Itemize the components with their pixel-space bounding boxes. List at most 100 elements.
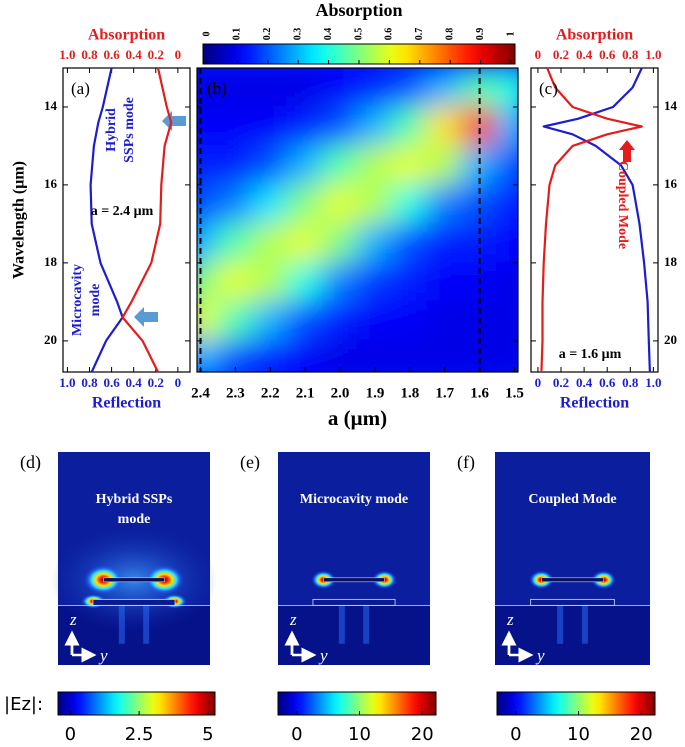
colorbar xyxy=(57,691,216,716)
colorbar-tick-label: 10 xyxy=(348,724,371,745)
heatmap-cell xyxy=(197,183,219,225)
heatmap xyxy=(197,68,518,372)
panel-label: (e) xyxy=(240,452,260,473)
heatmap-cell xyxy=(197,68,219,108)
heatmap-cell xyxy=(321,222,359,264)
heatmap-cell xyxy=(496,105,518,147)
x-axis-title: Reflection xyxy=(92,395,161,412)
heatmap-cell xyxy=(286,339,324,372)
field-title: Coupled Mode xyxy=(528,492,616,507)
heatmap-cell xyxy=(426,68,464,108)
colorbar-tick-label: 2.5 xyxy=(125,724,154,745)
annotation: mode xyxy=(88,284,103,317)
heatmap-cell xyxy=(356,144,394,186)
heatmap-cell xyxy=(426,183,464,225)
heatmap-cell xyxy=(216,261,254,303)
heatmap-cell xyxy=(216,222,254,264)
x2-tick-label: 0.8 xyxy=(622,47,639,62)
heatmap-cell xyxy=(286,68,324,108)
x-tick-label: 2.0 xyxy=(331,385,350,401)
colorbar-tick-label: 0.7 xyxy=(414,28,425,41)
x-tick-label: 1.0 xyxy=(645,375,661,390)
heatmap-cell xyxy=(286,261,324,303)
heatmap-cell xyxy=(426,105,464,147)
heatmap-cell xyxy=(251,339,289,372)
x-tick-label: 2.3 xyxy=(226,385,245,401)
x-tick-label: 0.6 xyxy=(103,375,120,390)
y-tick-label: 16 xyxy=(664,176,678,191)
heatmap-cell xyxy=(216,68,254,108)
x2-tick-label: 0.6 xyxy=(599,47,616,62)
heatmap-cell xyxy=(496,68,518,108)
x2-tick-label: 1.0 xyxy=(59,47,75,62)
heatmap-cell xyxy=(321,300,359,342)
heatmap-cell xyxy=(391,300,429,342)
colorbar-tick-label: 0.8 xyxy=(444,28,455,41)
heatmap-cell xyxy=(496,339,518,372)
field-title: Microcavity mode xyxy=(300,492,408,507)
heatmap-cell xyxy=(321,339,359,372)
heatmap-cell xyxy=(356,68,394,108)
metal-strip xyxy=(323,577,385,583)
colorbar-tick-label: 20 xyxy=(411,724,434,745)
colorbar-tick-label: 0.4 xyxy=(323,28,334,41)
x2-tick-label: 0 xyxy=(535,47,542,62)
heatmap-cell xyxy=(251,261,289,303)
plot-frame xyxy=(196,67,519,373)
x-tick-label: 2.1 xyxy=(296,385,315,401)
heatmap-cell xyxy=(426,261,464,303)
axis-indicator-label: y xyxy=(535,646,545,665)
panel-label: (a) xyxy=(71,79,90,98)
heatmap-cell xyxy=(286,300,324,342)
series-line xyxy=(540,67,643,373)
annotation: Coupled Mode xyxy=(615,161,630,249)
panel-label: (d) xyxy=(20,452,41,473)
x-axis-title: Reflection xyxy=(560,395,629,412)
heatmap-cell xyxy=(461,339,499,372)
y-tick-label: 14 xyxy=(44,98,58,113)
colorbar-tick-label: 0.3 xyxy=(292,28,303,41)
x-tick-label: 0.6 xyxy=(599,375,616,390)
heatmap-cell xyxy=(197,144,219,186)
lower-block xyxy=(530,598,615,606)
field-title: mode xyxy=(118,512,151,527)
field-title: Hybrid SSPs xyxy=(96,492,173,507)
heatmap-cell xyxy=(321,68,359,108)
x-tick-label: 2.4 xyxy=(191,385,210,401)
x2-tick-label: 0.6 xyxy=(103,47,120,62)
y-tick-label: 18 xyxy=(44,254,58,269)
heatmap-cell xyxy=(286,105,324,147)
heatmap-cell xyxy=(426,222,464,264)
plot-frame xyxy=(62,67,191,373)
x-tick-label: 1.8 xyxy=(400,385,419,401)
y-tick-label: 18 xyxy=(664,254,678,269)
heatmap-cell xyxy=(216,105,254,147)
panel-label: (f) xyxy=(457,452,475,473)
heatmap-cell xyxy=(496,261,518,303)
x2-tick-label: 0.4 xyxy=(576,47,593,62)
colorbar-tick-label: 0.2 xyxy=(262,28,273,41)
heatmap-cell xyxy=(356,183,394,225)
y-tick-label: 14 xyxy=(664,98,678,113)
x-tick-label: 1.9 xyxy=(366,385,385,401)
heatmap-cell xyxy=(496,222,518,264)
x-axis-title: a (μm) xyxy=(328,406,387,430)
annotation: SSPs mode xyxy=(122,97,137,163)
heatmap-cell xyxy=(356,261,394,303)
x-tick-label: 1.7 xyxy=(435,385,454,401)
colorbar-tick-label: 1 xyxy=(505,32,516,37)
heatmap-cell xyxy=(251,144,289,186)
heatmap-cell xyxy=(391,68,429,108)
heatmap-cell xyxy=(251,183,289,225)
colorbar-tick-label: 10 xyxy=(567,724,590,745)
heatmap-cell xyxy=(391,105,429,147)
x-tick-label: 0.2 xyxy=(148,375,164,390)
heatmap-cell xyxy=(321,105,359,147)
annotation: Microcavity xyxy=(70,264,85,336)
colorbar-tick-label: 0 xyxy=(65,724,76,745)
heatmap-cell xyxy=(321,261,359,303)
heatmap-cell xyxy=(426,300,464,342)
heatmap-cell xyxy=(197,261,219,303)
heatmap-cell xyxy=(251,222,289,264)
